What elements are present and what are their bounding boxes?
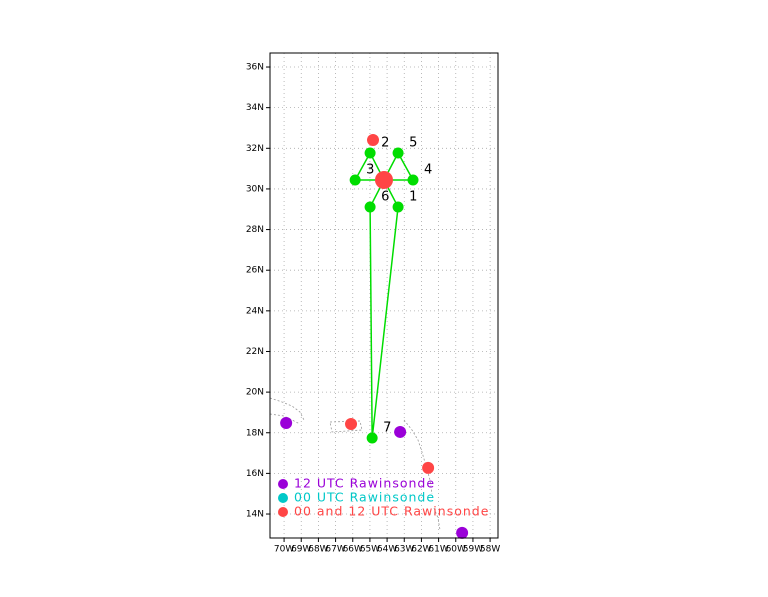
dropsonde-point: [364, 201, 376, 213]
x-tick-label: 67W: [325, 545, 345, 555]
dropsonde-point: [349, 174, 361, 186]
legend-marker: [278, 479, 288, 489]
y-tick-label: 22N: [246, 347, 264, 357]
x-tick-label: 65W: [360, 545, 380, 555]
rawinsonde-point: [345, 418, 358, 431]
dropsonde-point: [392, 147, 404, 159]
y-tick-label: 16N: [246, 469, 264, 479]
dropsonde-label: 6: [381, 190, 389, 205]
y-tick-label: 36N: [246, 63, 264, 73]
y-tick-label: 32N: [246, 144, 264, 154]
y-tick-label: 28N: [246, 225, 264, 235]
dropsonde-label: 5: [409, 135, 417, 150]
dropsonde-point: [364, 147, 376, 159]
y-tick-label: 26N: [246, 266, 264, 276]
dropsonde-point: [366, 432, 378, 444]
legend-label: 00 and 12 UTC Rawinsonde: [294, 504, 489, 519]
dropsonde-point: [407, 174, 419, 186]
dropsonde-point: [392, 201, 404, 213]
coastline: [269, 397, 305, 421]
legend-label: 12 UTC Rawinsonde: [294, 476, 435, 491]
y-tick-label: 24N: [246, 306, 264, 316]
plot-area: [270, 53, 498, 538]
x-tick-label: 59W: [463, 545, 483, 555]
coastline: [403, 419, 433, 495]
x-tick-label: 63W: [394, 545, 414, 555]
rawinsonde-point: [375, 170, 393, 189]
coastline: [269, 413, 301, 425]
x-tick-label: 61W: [428, 545, 448, 555]
dropsonde-label: 7: [383, 421, 391, 436]
plot-frame: [269, 52, 499, 539]
x-tick-label: 66W: [343, 545, 363, 555]
x-tick-label: 70W: [274, 545, 294, 555]
y-tick-label: 18N: [246, 428, 264, 438]
legend-label: 00 UTC Rawinsonde: [294, 490, 435, 505]
x-tick-label: 60W: [446, 545, 466, 555]
rawinsonde-point: [394, 425, 407, 438]
x-tick-label: 62W: [411, 545, 431, 555]
rawinsonde-point: [367, 133, 380, 146]
y-tick-label: 20N: [246, 388, 264, 398]
x-tick-label: 58W: [480, 545, 500, 555]
dropsonde-label: 1: [409, 190, 417, 205]
rawinsonde-point: [422, 461, 435, 474]
rawinsonde-point: [456, 526, 469, 539]
legend-marker: [278, 493, 288, 503]
y-tick-label: 14N: [246, 510, 264, 520]
y-tick-label: 30N: [246, 184, 264, 194]
legend-marker: [278, 507, 288, 517]
dropsonde-label: 2: [381, 135, 389, 150]
dropsonde-label: 3: [366, 162, 374, 177]
x-tick-label: 68W: [308, 545, 328, 555]
y-tick-label: 34N: [246, 103, 264, 113]
x-tick-label: 64W: [377, 545, 397, 555]
rawinsonde-point: [280, 416, 293, 429]
x-tick-label: 69W: [291, 545, 311, 555]
dropsonde-label: 4: [424, 162, 432, 177]
